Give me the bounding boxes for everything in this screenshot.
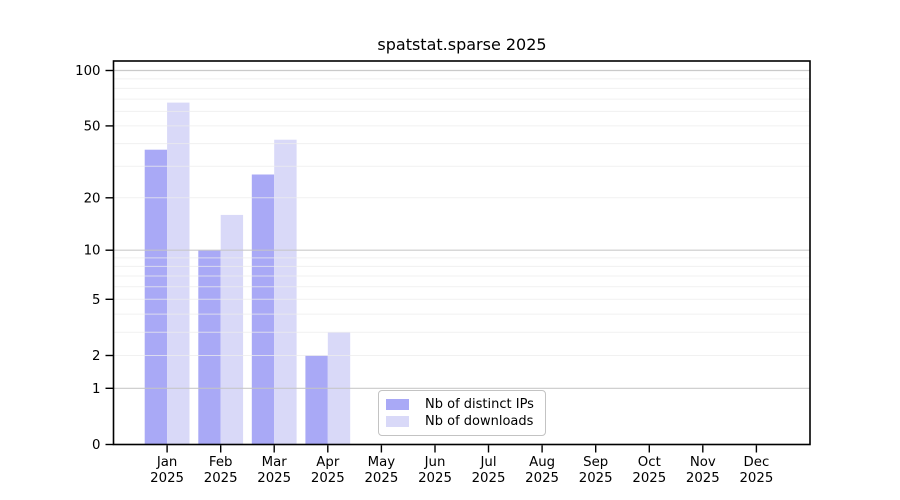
bar-nb-of-downloads-feb [220,214,244,445]
y-tick-label: 100 [75,64,100,79]
x-tick-label-jul: Jul 2025 [472,455,506,486]
bar-nb-of-distinct-ips-apr [305,355,328,445]
x-tick-label-aug: Aug 2025 [525,455,559,486]
bar-nb-of-distinct-ips-feb [198,250,221,445]
bar-nb-of-distinct-ips-jan [144,149,168,445]
x-tick-label-may: May 2025 [364,455,398,486]
bar-nb-of-downloads-jan [167,102,190,445]
y-tick-label: 2 [92,349,100,364]
plot-border [112,60,811,446]
legend-item-downloads: Nb of downloads [386,413,537,430]
legend: Nb of distinct IPs Nb of downloads [378,390,546,436]
x-tick-label-sep: Sep 2025 [579,455,613,486]
x-tick-label-mar: Mar 2025 [257,455,291,486]
x-tick-label-feb: Feb 2025 [204,455,238,486]
y-tick-label: 0 [92,438,100,453]
y-tick-label: 20 [84,191,101,206]
bar-nb-of-downloads-mar [274,139,297,445]
x-tick-label-apr: Apr 2025 [311,455,345,486]
x-tick-label-jan: Jan 2025 [150,455,184,486]
x-tick-label-nov: Nov 2025 [686,455,720,486]
bar-nb-of-distinct-ips-mar [251,174,275,445]
legend-swatch-downloads [386,416,409,427]
x-tick-label-dec: Dec 2025 [739,455,773,486]
legend-label-downloads: Nb of downloads [425,414,534,429]
y-tick-label: 1 [92,382,100,397]
legend-item-distinct-ips: Nb of distinct IPs [386,396,537,413]
y-tick-label: 5 [92,293,100,308]
legend-label-distinct-ips: Nb of distinct IPs [425,397,534,412]
chart-title: spatstat.sparse 2025 [377,35,547,54]
y-tick-label: 50 [84,119,101,134]
x-tick-label-oct: Oct 2025 [632,455,666,486]
x-tick-label-jun: Jun 2025 [418,455,452,486]
legend-swatch-distinct-ips [386,399,409,410]
y-tick-label: 10 [84,244,101,259]
